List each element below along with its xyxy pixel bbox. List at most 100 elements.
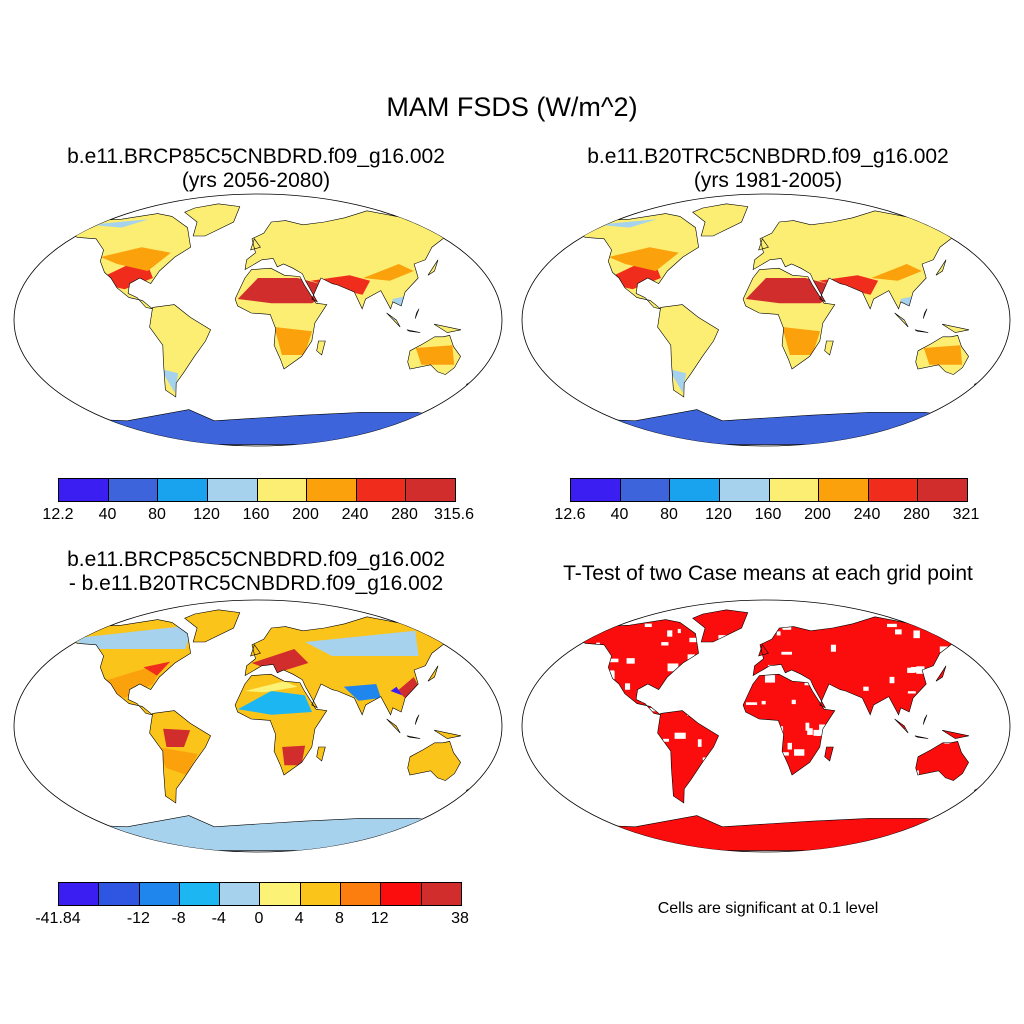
- nonsignificant-cell: [910, 667, 921, 673]
- nonsignificant-cell: [761, 700, 766, 705]
- field-patch: [237, 278, 332, 304]
- nonsignificant-cell: [667, 630, 673, 637]
- colorbar-tick-label: 12.2: [42, 506, 74, 523]
- field-patch: [305, 630, 419, 656]
- coastline: [406, 329, 421, 333]
- nonsignificant-cell: [764, 675, 776, 683]
- land-greenland: [692, 203, 748, 236]
- coastline: [427, 665, 439, 682]
- nonsignificant-cell: [887, 623, 897, 628]
- field-patch: [745, 278, 840, 304]
- colorbar-swatch: [220, 883, 261, 905]
- colorbar-swatch: [819, 479, 869, 501]
- nonsignificant-cell: [830, 644, 836, 652]
- colorbar-swatch: [59, 883, 100, 905]
- field-patch: [100, 247, 171, 271]
- field-patch: [782, 327, 821, 355]
- colorbar-swatch: [571, 479, 621, 501]
- land-greenland: [184, 609, 240, 642]
- colorbar-tick-label: 160: [242, 506, 270, 523]
- coastline: [692, 203, 749, 237]
- nonsignificant-cell: [674, 732, 686, 739]
- colorbar-tick-label: 200: [292, 506, 319, 523]
- colorbar-swatch: [99, 883, 140, 905]
- map-content: [57, 609, 485, 851]
- coastline: [316, 340, 326, 356]
- coastline: [407, 741, 461, 781]
- nonsignificant-cell: [697, 739, 702, 747]
- land-island: [250, 238, 261, 250]
- field-patch: [282, 233, 422, 253]
- colorbar-tick-label: 240: [853, 506, 881, 523]
- panel-title-difference-line2: - b.e11.B20TRC5CNBDRD.f09_g16.002: [68, 572, 444, 595]
- colorbar-tick-label: 321: [952, 506, 980, 523]
- coastline: [434, 729, 462, 739]
- land-island: [316, 341, 326, 355]
- panel-title-ttest: T-Test of two Case means at each grid po…: [563, 562, 973, 585]
- colorbar-tick-label: 8: [334, 910, 344, 927]
- nonsignificant-cell: [607, 658, 619, 663]
- land-eurasia: [753, 616, 971, 715]
- nonsignificant-cell: [916, 666, 925, 674]
- colorbar-swatch: [356, 479, 407, 501]
- colorbar-tick-label: 80: [660, 506, 678, 523]
- coastline: [149, 710, 211, 804]
- coastline: [942, 323, 970, 333]
- map-historical-fsds: [521, 193, 1011, 447]
- coastline: [234, 673, 328, 776]
- colorbar-swatch: [307, 479, 357, 501]
- coastline: [752, 210, 972, 310]
- coastline: [922, 714, 928, 725]
- coastline: [914, 329, 929, 333]
- field-patch: [608, 247, 679, 271]
- colorbar-tick-label: 280: [391, 506, 418, 523]
- coastline: [942, 729, 970, 739]
- coastline: [244, 210, 464, 310]
- colorbar-tick-label: 80: [148, 506, 166, 523]
- coastline: [573, 213, 699, 310]
- field-patch: [160, 369, 179, 393]
- nonsignificant-cell: [782, 752, 789, 756]
- land-island: [434, 730, 461, 739]
- colorbar-difference: [58, 882, 462, 906]
- coastline: [316, 746, 326, 762]
- coastline: [149, 304, 211, 398]
- coastline: [894, 718, 909, 734]
- coastline: [250, 238, 261, 251]
- colorbar-tick-label: 12: [370, 910, 389, 927]
- nonsignificant-cell: [689, 637, 698, 643]
- field-patch: [282, 745, 306, 766]
- nonsignificant-cell: [804, 682, 812, 686]
- colorbar-swatch: [139, 883, 180, 905]
- land-island: [758, 644, 769, 656]
- panel-subtitle-historical-years: (yrs 1981-2005): [693, 169, 843, 192]
- coastline: [657, 304, 719, 398]
- colorbar-tick-label: 12.6: [554, 506, 586, 523]
- nonsignificant-cell: [807, 728, 813, 735]
- colorbar-swatch: [620, 479, 671, 501]
- nonsignificant-cell: [624, 683, 631, 690]
- land-greenland: [184, 203, 240, 236]
- colorbar-tick-label: -12: [126, 910, 150, 927]
- field-patch: [244, 681, 298, 693]
- colorbar-historical: [570, 478, 968, 502]
- nonsignificant-cell: [661, 642, 669, 646]
- field-patch: [415, 345, 455, 365]
- coastline: [244, 616, 464, 716]
- field-patch: [65, 222, 167, 243]
- coastline: [824, 340, 834, 356]
- nonsignificant-cell: [794, 749, 805, 756]
- colorbar-swatch: [179, 883, 221, 905]
- nonsignificant-cell: [913, 630, 920, 639]
- colorbar-tick-label: -41.84: [35, 910, 81, 927]
- coastline: [414, 308, 420, 319]
- nonsignificant-cell: [677, 628, 681, 634]
- land-island: [824, 747, 834, 761]
- nonsignificant-cell: [687, 654, 695, 660]
- coastline: [386, 718, 401, 734]
- colorbar-tick-label: 0: [254, 910, 264, 927]
- nonsignificant-cell: [889, 676, 895, 684]
- colorbar-swatch: [260, 883, 301, 905]
- field-patch: [664, 327, 712, 355]
- field-patch: [363, 264, 414, 281]
